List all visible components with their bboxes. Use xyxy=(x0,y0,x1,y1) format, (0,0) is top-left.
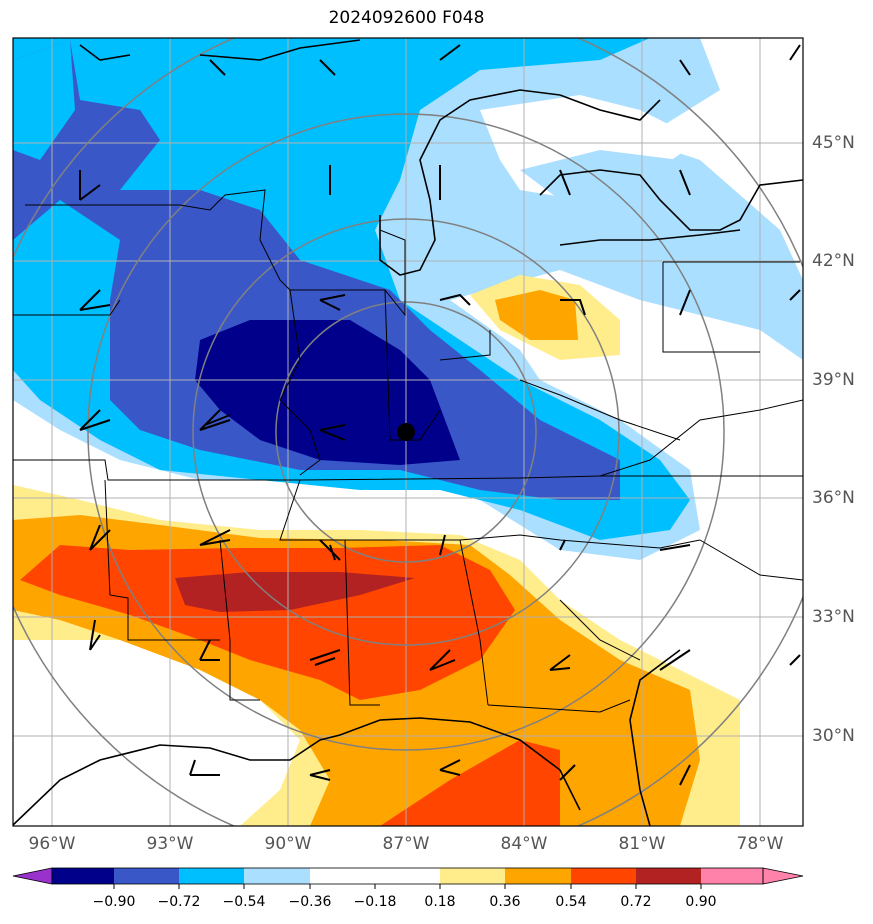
contour-neg-072 xyxy=(195,320,460,465)
colorbar-extend-high xyxy=(762,867,804,885)
lon-tick-label: 81°W xyxy=(618,834,666,854)
lon-tick-label: 93°W xyxy=(146,834,194,854)
lon-tick-label: 78°W xyxy=(736,834,784,854)
colorbar xyxy=(12,867,804,889)
plot-title: 2024092600 F048 xyxy=(328,8,485,28)
contour-neg-054-b xyxy=(13,40,75,160)
contour-pos-036-b xyxy=(495,290,578,340)
colorbar-tick-label: −0.54 xyxy=(222,894,266,910)
wind-barbs xyxy=(79,44,801,786)
contour-pos-072 xyxy=(175,572,415,612)
contour-gap xyxy=(13,640,300,826)
range-rings xyxy=(13,38,803,826)
colorbar-tick-label: 0.54 xyxy=(555,894,587,910)
center-dot xyxy=(397,423,415,441)
lon-tick-label: 96°W xyxy=(28,834,76,854)
gridlines xyxy=(13,38,803,826)
colorbar-extend-low xyxy=(12,867,53,885)
lat-tick-label: 45°N xyxy=(812,133,855,153)
lon-tick-label: 84°W xyxy=(500,834,548,854)
map-frame xyxy=(12,37,804,827)
lat-tick-label: 42°N xyxy=(812,251,855,271)
colorbar-tick-label: −0.72 xyxy=(157,894,201,910)
colorbar-tick-label: 0.90 xyxy=(685,894,717,910)
lon-tick-label: 90°W xyxy=(264,834,312,854)
lat-tick-label: 36°N xyxy=(812,488,855,508)
contour-pos-054-b xyxy=(380,740,560,826)
colorbar-tick-label: −0.90 xyxy=(92,894,136,910)
lon-tick-label: 87°W xyxy=(382,834,430,854)
lat-tick-label: 30°N xyxy=(812,726,855,746)
coastlines xyxy=(13,39,803,826)
colorbar-tick-label: 0.36 xyxy=(489,894,521,910)
colorbar-tick-label: −0.18 xyxy=(353,894,397,910)
colorbar-tick-label: −0.36 xyxy=(288,894,332,910)
lat-tick-label: 39°N xyxy=(812,370,855,390)
contour-neg-054 xyxy=(13,40,620,500)
colorbar-tick-label: 0.18 xyxy=(424,894,456,910)
lat-tick-label: 33°N xyxy=(812,607,855,627)
colorbar-tick-label: 0.72 xyxy=(620,894,652,910)
